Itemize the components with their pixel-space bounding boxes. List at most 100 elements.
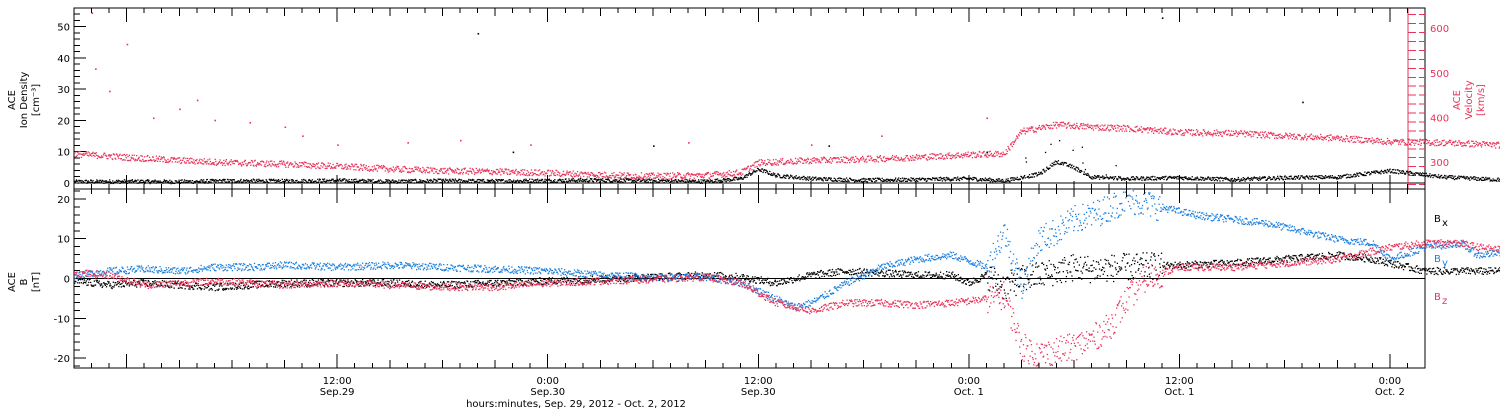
top-data-point [268,182,270,184]
top-data-point [386,179,388,181]
top-data-point [248,181,250,183]
top-data-point [650,174,652,177]
top-data-point [384,166,386,168]
top-data-point [454,181,456,183]
top-data-point [279,182,281,184]
top-data-point [201,163,203,165]
top-data-point [300,181,302,183]
top-data-point [109,179,111,181]
top-data-point [1026,127,1028,129]
top-data-point [677,179,679,181]
top-data-point [703,176,705,178]
top-data-point [767,172,769,174]
top-data-point [836,157,838,159]
top-data-point [463,168,466,170]
top-data-point [864,159,867,161]
top-data-point [450,169,452,171]
top-data-point [1315,178,1317,180]
top-data-point [861,178,863,180]
top-data-point [116,153,118,156]
top-data-point [985,154,987,157]
top-data-point [388,168,390,170]
top-data-point [1149,127,1152,129]
top-data-point [421,181,423,183]
top-data-point [840,180,842,182]
top-data-point [672,176,674,178]
top-data-point [971,179,974,181]
top-data-point [1218,177,1220,179]
top-data-point [285,180,287,182]
top-data-point [1326,135,1328,137]
top-data-point [1121,178,1123,180]
top-data-point [755,170,757,172]
top-data-point [79,150,81,153]
top-data-point [1423,172,1425,175]
top-data-point [279,179,281,182]
top-data-point [747,174,749,176]
top-data-point [1218,132,1220,134]
top-data-point [166,180,168,182]
top-data-point [1333,137,1335,139]
top-data-point [405,179,407,181]
top-data-point [549,181,552,183]
top-data-point [134,180,136,182]
top-data-point [1387,140,1389,142]
top-data-point [1159,130,1161,132]
top-data-point [831,160,834,162]
top-data-point [996,180,998,182]
top-data-point [976,155,978,157]
top-data-point [201,179,203,181]
top-data-point [1382,143,1384,145]
top-data-point [1274,134,1276,137]
top-data-point [670,179,673,181]
top-data-point [947,179,949,181]
top-data-point [600,173,603,175]
top-data-point [588,173,590,175]
top-data-point [1209,178,1211,181]
top-data-point [812,179,815,181]
top-data-point [382,181,385,183]
top-data-point [109,156,111,158]
top-data-point [378,179,380,181]
top-data-point [874,177,877,179]
top-data-point [418,181,420,183]
top-data-point [615,176,617,178]
top-data-point [1322,139,1324,141]
top-data-point [210,162,213,164]
top-data-point [971,153,973,155]
top-data-point [779,160,781,162]
top-data-point [718,174,720,176]
top-data-point [491,170,493,172]
top-data-point [1368,171,1370,174]
top-data-point [409,179,412,181]
top-data-point [214,158,216,160]
top-data-point [298,162,301,164]
top-data-point [1052,121,1055,124]
top-data-point [1326,176,1328,178]
top-data-point [855,155,857,158]
top-data-point [358,180,360,182]
top-data-point [1005,178,1007,180]
top-data-point [1038,124,1040,127]
top-data-point [829,161,831,163]
top-data-point [124,182,126,184]
top-data-point [400,170,402,172]
top-data-point [709,173,711,175]
top-data-point [775,176,777,178]
top-data-point [893,180,896,182]
top-data-point [1078,127,1080,130]
top-data-point [948,152,950,154]
top-data-point [729,179,732,181]
top-data-point [487,181,489,183]
top-data-point [530,181,533,184]
top-data-point [615,180,617,182]
top-data-point [473,179,475,181]
top-data-point [279,160,281,163]
top-data-point [154,160,156,162]
top-data-point [790,175,792,177]
top-data-point [655,176,657,178]
top-data-point [90,152,92,155]
top-data-point [112,182,114,185]
top-data-point [1197,133,1200,135]
top-data-point [652,172,654,174]
